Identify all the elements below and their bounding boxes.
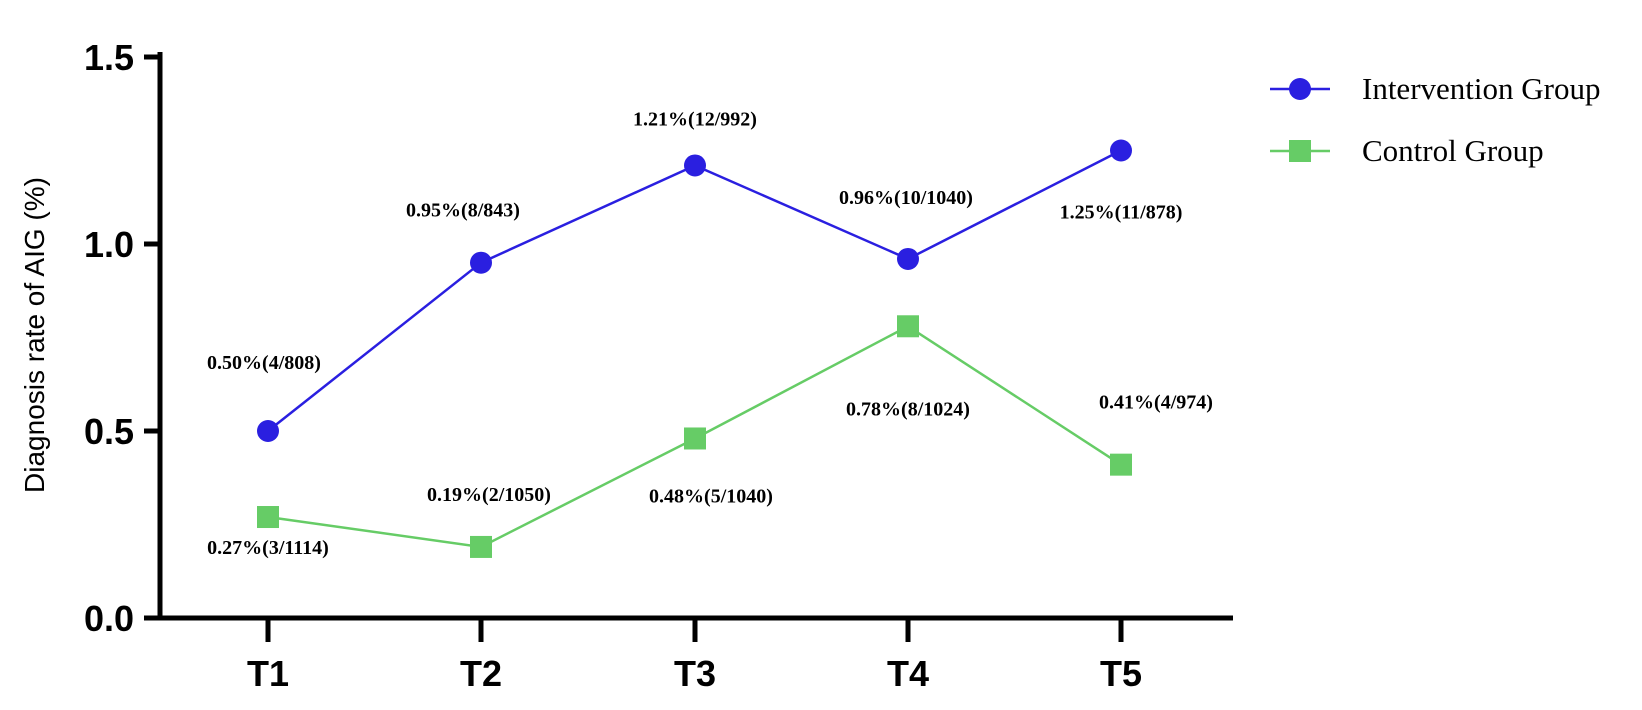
legend-marker: [1289, 78, 1311, 100]
data-point-marker: [470, 251, 492, 274]
x-tick-label: T5: [1100, 653, 1142, 694]
data-point-marker: [1110, 453, 1132, 476]
x-tick-label: T3: [674, 653, 716, 694]
data-labels: 0.50%(4/808) 0.95%(8/843) 1.21%(12/992) 0.9…: [207, 108, 1213, 559]
legend-entry-label: Control Group: [1362, 133, 1544, 168]
data-label: 0.95%(8/843): [406, 200, 520, 222]
data-point-marker: [897, 247, 919, 270]
y-tick-label: 0.0: [84, 598, 134, 639]
legend-entry-label: Intervention Group: [1362, 71, 1600, 106]
x-ticks: T1 T2 T3 T4 T5: [247, 618, 1142, 694]
data-point-marker: [257, 506, 279, 529]
y-tick-label: 0.5: [84, 411, 134, 452]
data-label: 1.25%(11/878): [1060, 202, 1183, 224]
legend-marker: [1289, 140, 1311, 162]
data-label: 0.96%(10/1040): [839, 187, 973, 209]
data-label: 1.21%(12/992): [633, 108, 757, 130]
data-point-marker: [684, 154, 706, 177]
axes: [157, 52, 1233, 621]
y-tick-label: 1.5: [84, 37, 134, 78]
data-point-marker: [257, 420, 279, 442]
series-line: [267, 149, 1122, 432]
data-point-marker: [1110, 139, 1132, 162]
legend: Intervention Group Control Group: [1270, 71, 1600, 168]
y-ticks: 0.0 0.5 1.0 1.5: [84, 37, 160, 639]
data-label: 0.48%(5/1040): [649, 485, 773, 507]
x-tick-label: T4: [887, 653, 929, 694]
data-point-marker: [470, 535, 492, 558]
data-label: 0.27%(3/1114): [207, 537, 329, 559]
data-label: 0.50%(4/808): [207, 352, 321, 374]
series-group: [257, 139, 1132, 558]
y-axis-label: Diagnosis rate of AIG (%): [19, 177, 50, 493]
data-label: 0.78%(8/1024): [846, 398, 970, 420]
data-point-marker: [897, 315, 919, 338]
x-tick-label: T2: [460, 653, 502, 694]
data-label: 0.41%(4/974): [1099, 392, 1213, 414]
data-label: 0.19%(2/1050): [427, 484, 551, 506]
x-tick-label: T1: [247, 653, 289, 694]
y-tick-label: 1.0: [84, 224, 134, 265]
data-point-marker: [684, 427, 706, 450]
